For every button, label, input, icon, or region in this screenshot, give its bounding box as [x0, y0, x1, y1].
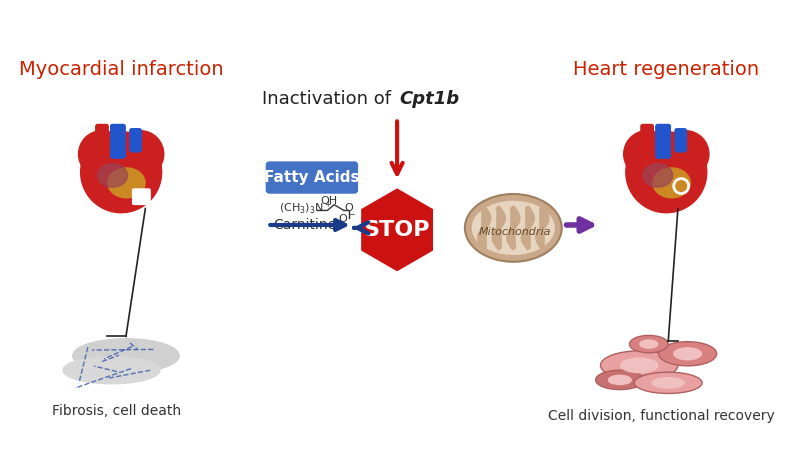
Text: Heart regeneration: Heart regeneration	[574, 60, 759, 79]
Text: OH: OH	[321, 196, 338, 206]
Ellipse shape	[98, 164, 127, 187]
Circle shape	[662, 131, 709, 177]
FancyBboxPatch shape	[656, 124, 670, 158]
Text: $\mathrm{O^-}$: $\mathrm{O^-}$	[338, 212, 356, 224]
Ellipse shape	[673, 347, 702, 361]
Circle shape	[624, 131, 670, 177]
FancyBboxPatch shape	[96, 124, 108, 152]
FancyBboxPatch shape	[133, 189, 150, 204]
Ellipse shape	[601, 351, 678, 380]
FancyBboxPatch shape	[641, 124, 654, 152]
Ellipse shape	[608, 374, 632, 385]
Ellipse shape	[63, 357, 160, 384]
Ellipse shape	[620, 357, 658, 374]
Ellipse shape	[634, 372, 702, 393]
Text: Fatty Acids: Fatty Acids	[264, 170, 360, 185]
Circle shape	[81, 132, 162, 213]
Ellipse shape	[465, 194, 562, 262]
Text: Mitochondria: Mitochondria	[479, 227, 551, 237]
FancyBboxPatch shape	[675, 129, 686, 152]
Circle shape	[117, 131, 164, 177]
Ellipse shape	[639, 339, 658, 349]
Ellipse shape	[653, 168, 690, 198]
Ellipse shape	[596, 370, 644, 390]
Ellipse shape	[651, 377, 685, 389]
Circle shape	[78, 131, 126, 177]
Text: Cell division, functional recovery: Cell division, functional recovery	[548, 409, 775, 423]
Polygon shape	[362, 189, 432, 270]
Text: Inactivation of: Inactivation of	[262, 90, 397, 108]
Ellipse shape	[643, 164, 673, 187]
Ellipse shape	[658, 342, 717, 366]
Ellipse shape	[73, 339, 179, 373]
FancyBboxPatch shape	[130, 129, 141, 152]
Ellipse shape	[630, 335, 668, 353]
Text: O: O	[344, 202, 353, 212]
Text: Carnitine: Carnitine	[274, 218, 337, 232]
Text: Cpt1b: Cpt1b	[399, 90, 459, 108]
Text: STOP: STOP	[364, 220, 430, 240]
Ellipse shape	[108, 168, 145, 198]
FancyBboxPatch shape	[266, 162, 358, 193]
Ellipse shape	[472, 201, 555, 255]
Text: Fibrosis, cell death: Fibrosis, cell death	[52, 404, 181, 418]
Text: Myocardial infarction: Myocardial infarction	[19, 60, 223, 79]
FancyBboxPatch shape	[110, 124, 126, 158]
Circle shape	[626, 132, 706, 213]
Text: $\mathrm{(CH_3)_3N^+}$: $\mathrm{(CH_3)_3N^+}$	[278, 199, 332, 216]
